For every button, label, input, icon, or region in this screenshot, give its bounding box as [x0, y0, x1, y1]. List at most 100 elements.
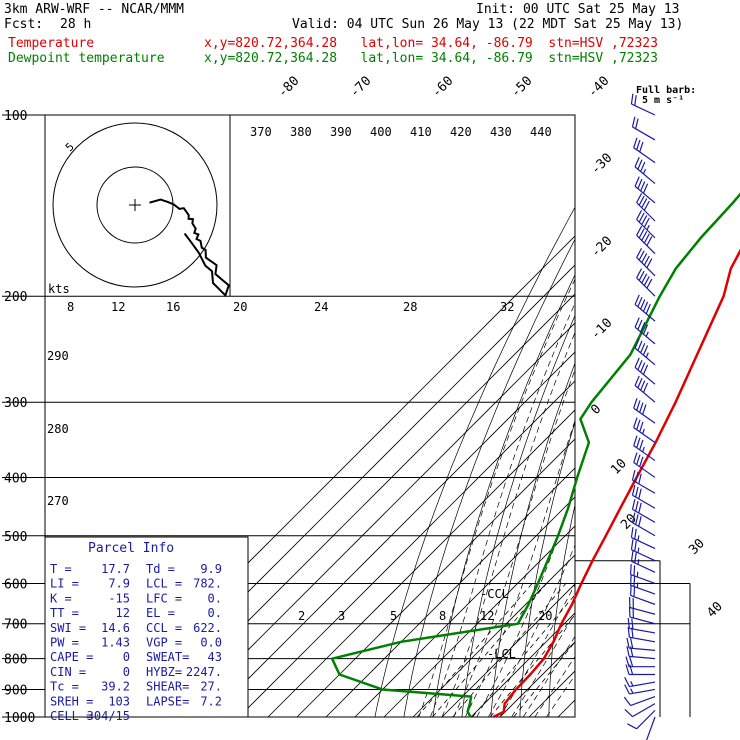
theta-label: 410	[410, 125, 432, 139]
wind-barb-flag	[633, 417, 638, 428]
isotherm-label: -60	[429, 74, 456, 101]
moist-adiabat-line	[418, 278, 575, 717]
wind-barb-staff	[632, 126, 656, 141]
wind-barb	[624, 677, 656, 688]
parcel-info-box: Parcel Info T = 17.7 Td = 9.9 LI = 7.9 LCL = 782…	[44, 536, 249, 723]
wind-barb-staff	[633, 462, 656, 478]
pressure-tick-label: 1000	[4, 711, 35, 726]
wind-barb-flag	[642, 382, 649, 393]
isotherm-label: 40	[704, 599, 726, 621]
wind-barb-flag	[630, 550, 634, 562]
mixing-ratio-label: 12	[480, 609, 494, 623]
wind-barb-staff	[630, 696, 656, 707]
wind-barb-staff	[645, 716, 656, 740]
wind-barb-flag	[641, 198, 648, 209]
parcel-label: CIN =	[50, 665, 86, 679]
wind-barb	[636, 247, 656, 277]
moist-adiabat-line	[499, 583, 575, 717]
wind-barb-flag	[642, 324, 649, 335]
wind-barb-staff	[634, 166, 656, 185]
wind-barb-half-flag	[645, 331, 649, 337]
wind-barb	[634, 357, 656, 385]
pressure-tick-label: 300	[4, 396, 27, 411]
wind-barb-staff	[631, 549, 656, 562]
dry-adiabat-line	[374, 206, 575, 717]
wind-barb-staff	[633, 147, 656, 164]
parcel-value: 14.6	[101, 621, 130, 635]
wind-barb-flag	[634, 357, 640, 368]
parcel-value: 0.	[208, 591, 222, 605]
wind-barb-flag	[637, 319, 643, 330]
parcel-title: Parcel Info	[88, 541, 174, 556]
wind-barb-flag	[637, 178, 643, 189]
moist-adiabat-line	[464, 419, 575, 717]
parcel-label: K =	[50, 591, 72, 605]
isotherm-label: -40	[585, 74, 612, 101]
wind-barb-staff	[633, 445, 656, 462]
wind-barb-flag	[638, 212, 645, 223]
wind-barb	[636, 210, 656, 239]
isotherm-label: 10	[608, 456, 630, 478]
parcel-label: EL =	[146, 606, 175, 620]
wind-barb	[630, 527, 656, 550]
theta-label: 420	[450, 125, 472, 139]
wind-barb-flag	[639, 141, 644, 153]
wind-barb-staff	[629, 681, 656, 688]
dry-adiabat-line	[403, 238, 575, 717]
wind-barb	[645, 716, 656, 740]
wind-barb-flag	[637, 296, 643, 308]
dry-adiabats	[374, 206, 575, 717]
wind-barb-flag	[646, 278, 653, 289]
wind-barb-staff	[633, 407, 656, 424]
wind-barb-staff	[629, 647, 656, 651]
sounding-series	[330, 192, 740, 719]
wind-barb-staff	[632, 522, 656, 537]
wind-barb	[629, 564, 656, 585]
wind-barb-staff	[636, 219, 656, 239]
wind-barb	[634, 176, 656, 204]
isotherm-line	[441, 583, 575, 717]
wind-barb-flag	[640, 380, 646, 391]
wind-barb-flag	[630, 93, 634, 105]
isotherm-line	[383, 525, 575, 717]
wind-barb	[633, 435, 656, 462]
isotherm-line	[209, 351, 575, 717]
init-time: Init: 00 UTC Sat 25 May 13	[476, 2, 680, 17]
wind-barb-staff	[633, 427, 656, 444]
wind-barb-staff	[632, 479, 656, 494]
theta-label: 370	[250, 125, 272, 139]
wind-barb-staff	[632, 494, 656, 509]
isotherm-line	[238, 380, 575, 717]
wind-barb-staff	[632, 703, 656, 718]
wind-barb-flag	[636, 139, 641, 151]
wind-barb	[625, 656, 655, 668]
wind-barb-flag	[634, 157, 640, 168]
isotherm-line	[267, 409, 575, 717]
hodograph-outer-ring	[52, 122, 218, 288]
wind-barb-half-flag	[646, 224, 650, 231]
theta-label: 380	[290, 125, 312, 139]
wind-barb-staff	[629, 688, 656, 695]
wind-barb-flag	[623, 696, 632, 706]
isotherm-label: -30	[588, 151, 615, 178]
wind-barb	[634, 375, 656, 403]
wind-barb-flag	[641, 253, 648, 263]
parcel-value: 7.9	[108, 577, 130, 591]
parcel-value: 304/15	[87, 709, 130, 723]
wind-barb-flag	[636, 193, 643, 203]
parcel-label: SWI =	[50, 621, 86, 635]
dry-adiabat-label: 280	[47, 422, 69, 436]
wind-barb-flag	[641, 231, 648, 241]
wind-barb-flag	[629, 585, 632, 596]
parcel-label: CAPE =	[50, 650, 93, 664]
wind-barb-flag	[633, 137, 638, 148]
parcel-value: 9.9	[200, 562, 222, 576]
dewpoint-line	[330, 192, 740, 718]
hodograph-speed-label: 28	[403, 300, 417, 314]
wind-barb	[627, 709, 656, 730]
wind-barb-flag	[634, 95, 637, 106]
parcel-box-background	[44, 536, 249, 718]
wind-barb-flag	[631, 484, 636, 496]
moist-adiabat-line	[441, 331, 575, 717]
